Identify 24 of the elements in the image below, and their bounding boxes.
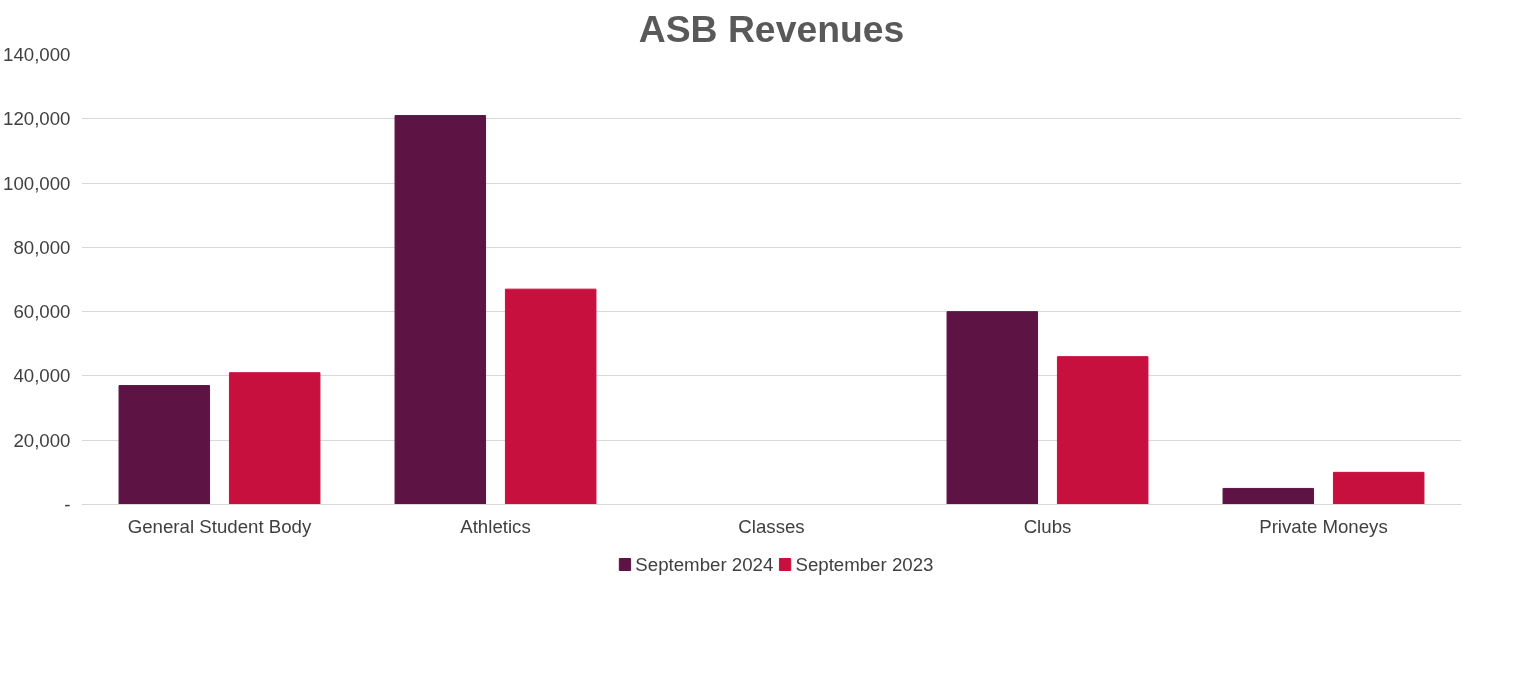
x-tick-label: Clubs bbox=[1023, 515, 1072, 537]
y-tick-label: 20,000 bbox=[13, 429, 71, 451]
y-tick-label: 40,000 bbox=[13, 365, 71, 387]
bar bbox=[118, 385, 211, 505]
y-tick-label: 140,000 bbox=[3, 44, 71, 65]
x-tick-label: Athletics bbox=[460, 515, 531, 537]
y-tick-label: 100,000 bbox=[3, 172, 71, 194]
bar bbox=[1222, 487, 1315, 505]
y-tick-label: 60,000 bbox=[13, 301, 71, 323]
y-tick-label: 80,000 bbox=[13, 236, 71, 258]
x-tick-label: Private Moneys bbox=[1259, 515, 1388, 537]
y-tick-label: 120,000 bbox=[3, 108, 71, 130]
legend-label: September 2024 bbox=[635, 554, 774, 575]
bar bbox=[1056, 356, 1149, 505]
bar bbox=[504, 288, 597, 505]
bar bbox=[946, 311, 1039, 505]
x-tick-label: Classes bbox=[738, 515, 805, 537]
bar bbox=[1332, 471, 1425, 505]
x-tick-label: General Student Body bbox=[127, 515, 312, 537]
y-tick-label: - bbox=[64, 494, 71, 515]
bar bbox=[394, 115, 487, 505]
chart-title: ASB Revenues bbox=[638, 7, 905, 50]
bar bbox=[228, 372, 321, 505]
legend-label: September 2023 bbox=[795, 554, 934, 575]
